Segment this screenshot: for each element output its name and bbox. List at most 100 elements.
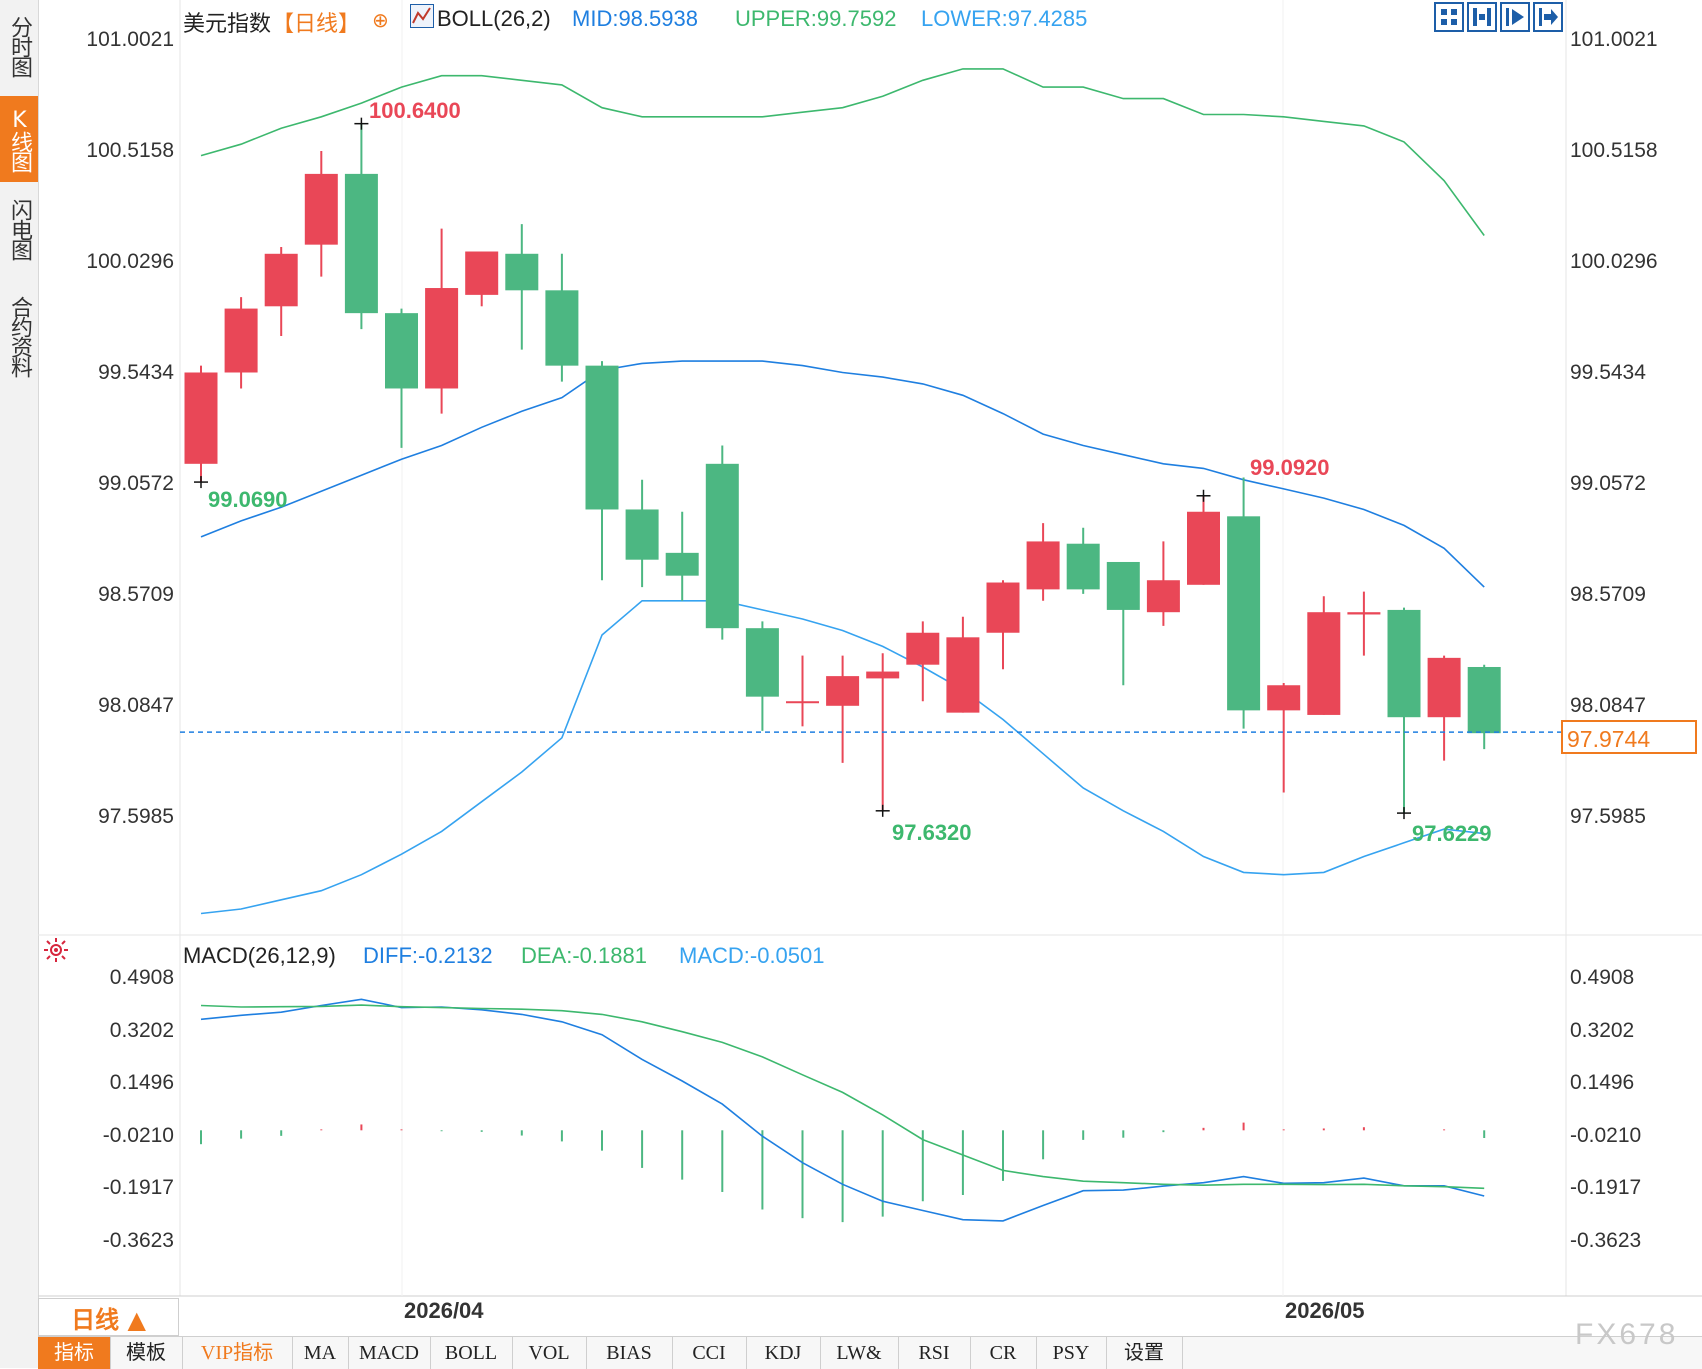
bottom-tab-1[interactable]: 模板 [110, 1337, 183, 1369]
boll-name: BOLL(26,2) [437, 6, 551, 31]
macd-axis-label: 0.3202 [1570, 1018, 1635, 1042]
play-icon[interactable] [1500, 2, 1530, 32]
candle [625, 479, 659, 588]
boll-mid: MID:98.5938 [572, 6, 698, 31]
bottom-tab-13[interactable]: PSY [1036, 1337, 1107, 1369]
candle-body [1427, 657, 1461, 718]
macd-axis-label: -0.1917 [1570, 1176, 1642, 1200]
candle [224, 297, 258, 389]
macd-name: MACD(26,12,9) [183, 943, 336, 968]
candle-body [385, 313, 418, 389]
candle-body [1347, 612, 1381, 615]
bottom-tab-10[interactable]: LW& [820, 1337, 899, 1369]
candle-body [665, 552, 699, 576]
candle [1187, 495, 1220, 585]
bottom-tab-9[interactable]: KDJ [746, 1337, 821, 1369]
bottom-tab-4[interactable]: MACD [348, 1337, 431, 1369]
candles [184, 123, 1501, 814]
candle-body [425, 288, 459, 389]
candle [745, 621, 779, 731]
candle [585, 361, 619, 581]
macd-axis-label: 0.3202 [109, 1018, 174, 1042]
candle [1347, 591, 1381, 656]
candle [1026, 523, 1060, 601]
candle-body [465, 251, 499, 295]
candle [304, 151, 338, 277]
candle [1267, 682, 1301, 793]
tab-contract-info[interactable]: 合约资料 [7, 296, 32, 376]
price-axis-label: 100.0296 [86, 250, 174, 273]
bottom-tab-7[interactable]: BIAS [586, 1337, 673, 1369]
settings-sun-icon[interactable] [43, 937, 69, 963]
high-annotation-1: 100.6400 [369, 98, 461, 123]
date-label-april: 2026/04 [404, 1298, 484, 1323]
price-axis-label: 99.5434 [1570, 361, 1646, 384]
candle-body [585, 365, 619, 510]
macd-axis-label: 0.4908 [109, 966, 174, 989]
candle [184, 365, 218, 483]
low-annotation-3: 97.6229 [1412, 821, 1492, 846]
candle-body [745, 628, 779, 697]
candle-body [826, 676, 860, 706]
crosshair-toggle-icon[interactable]: ⊕ [372, 10, 389, 32]
markers [180, 117, 1693, 820]
candle [545, 253, 579, 382]
candle-body [1187, 511, 1220, 585]
fullscreen-icon[interactable] [1434, 2, 1464, 32]
candle-body [545, 290, 579, 366]
price-axis-label: 98.0847 [98, 694, 174, 717]
boll-lines [200, 68, 1485, 915]
bottom-tab-5[interactable]: BOLL [430, 1337, 513, 1369]
tab-timeshare[interactable]: 分时图 [7, 16, 32, 76]
candle-body [224, 308, 258, 373]
instrument-title: 美元指数 [183, 11, 272, 36]
indicator-chart-icon[interactable] [410, 4, 434, 28]
price-axis-label: 100.5158 [86, 139, 174, 163]
scroll-end-icon[interactable] [1533, 2, 1563, 32]
bottom-tab-6[interactable]: VOL [512, 1337, 587, 1369]
candle-body [705, 463, 739, 629]
macd-axis-label: -0.0210 [1570, 1123, 1642, 1147]
candle-body [264, 253, 298, 307]
macd-axis-label: -0.1917 [102, 1176, 174, 1200]
bottom-tab-3[interactable]: MA [292, 1337, 349, 1369]
candle-body [786, 701, 819, 704]
zoom-in-icon[interactable] [1467, 2, 1497, 32]
candle [1307, 596, 1341, 715]
macd-axis-label: 0.1496 [109, 1071, 174, 1095]
candle-body [866, 671, 900, 679]
macd-axis-label: 0.1496 [1570, 1071, 1635, 1095]
bottom-tab-11[interactable]: RSI [898, 1337, 971, 1369]
candle-body [304, 173, 338, 245]
tab-kline[interactable]: K线图 [0, 96, 38, 182]
candle [826, 655, 860, 763]
candle [786, 655, 819, 727]
candle [1106, 561, 1140, 686]
boll-lower: LOWER:97.4285 [921, 6, 1088, 31]
bottom-tab-0[interactable]: 指标 [38, 1337, 111, 1369]
date-label-may: 2026/05 [1285, 1298, 1365, 1323]
candle-body [1066, 543, 1100, 590]
candle-body [1307, 612, 1341, 715]
price-axis-label: 100.5158 [1570, 139, 1658, 163]
candle-body [1146, 580, 1180, 613]
bottom-tab-8[interactable]: CCI [672, 1337, 747, 1369]
price-axis-label: 98.5709 [98, 583, 174, 606]
period-selector[interactable]: 日线 ▲ [38, 1298, 179, 1336]
current-price-label: 97.9744 [1561, 720, 1697, 754]
candle-body [1387, 609, 1421, 718]
macd-diff: DIFF:-0.2132 [363, 943, 493, 968]
indicator-toolbar: 指标 模板 VIP指标 MA MACD BOLL VOL BIAS CCI KDJ LW& RSI CR… [38, 1336, 1702, 1369]
bottom-tab-14[interactable]: 设置 [1106, 1337, 1183, 1369]
tab-flash[interactable]: 闪电图 [7, 199, 32, 259]
grid [38, 0, 1702, 1297]
price-axis-label: 97.5985 [1570, 805, 1646, 828]
candle [385, 308, 418, 448]
candle [344, 123, 378, 330]
candle [986, 580, 1020, 670]
bottom-tab-12[interactable]: CR [970, 1337, 1037, 1369]
bottom-tab-2[interactable]: VIP指标 [182, 1337, 293, 1369]
candle [1227, 477, 1261, 729]
high-annotation-2: 99.0920 [1250, 455, 1330, 480]
